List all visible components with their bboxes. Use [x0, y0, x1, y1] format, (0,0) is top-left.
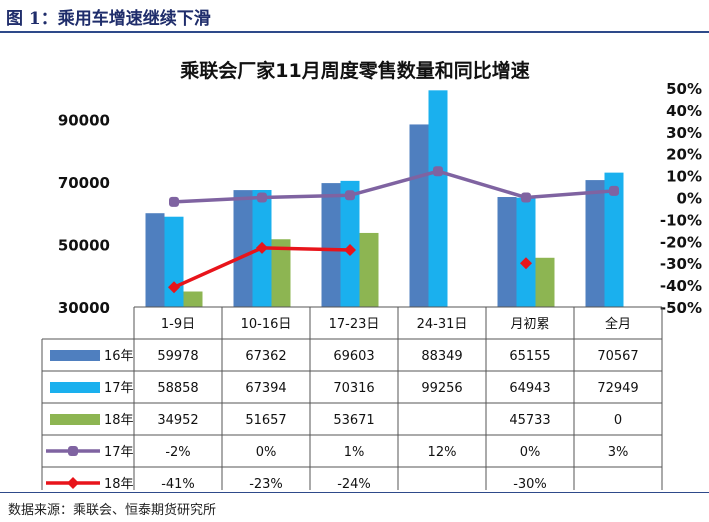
table-cell: 64943 [509, 381, 550, 396]
marker-18-1 [256, 241, 268, 254]
right-tick-label: 10% [666, 168, 702, 186]
table-cell: 51657 [245, 413, 286, 428]
legend-label: 18年 [104, 477, 134, 490]
right-axis-ticks: 50% 40% 30% 20% 10% 0% -10% -20% -30% -40% -50% [660, 80, 702, 317]
table-cell: 88349 [421, 349, 462, 364]
bar-16-4 [497, 197, 517, 307]
right-tick-label: -50% [660, 299, 702, 317]
bar-16-0 [145, 213, 165, 307]
bar-16-1 [233, 190, 253, 307]
top-rule [0, 31, 709, 33]
bar-17-0 [164, 216, 184, 307]
bar-17-3 [428, 90, 448, 307]
table-cell: 53671 [333, 413, 374, 428]
legend-key-bar [50, 382, 100, 393]
legend-key-bar [50, 414, 100, 425]
marker-18-0 [168, 281, 180, 294]
lines [168, 166, 619, 294]
table-cell: 70316 [333, 381, 374, 396]
table-cell: 0% [256, 445, 277, 460]
right-tick-label: 0% [677, 190, 702, 208]
left-tick-label: 50000 [58, 236, 110, 254]
bar-17-4 [516, 197, 536, 307]
left-tick-label: 30000 [58, 299, 110, 317]
bar-18-2 [359, 232, 379, 307]
table-cell: 58858 [157, 381, 198, 396]
right-tick-label: -20% [660, 233, 702, 251]
marker-17-1 [257, 192, 267, 203]
category-label: 全月 [605, 316, 631, 332]
bar-18-1 [271, 239, 291, 307]
marker-17-2 [345, 190, 355, 201]
right-tick-label: 50% [666, 80, 702, 98]
right-tick-label: 30% [666, 124, 702, 142]
legend-label: 18年 [104, 413, 134, 428]
table-cell: -24% [337, 477, 371, 490]
legend-key-marker [68, 446, 78, 456]
category-label: 1-9日 [161, 317, 195, 332]
category-label: 10-16日 [241, 317, 292, 332]
bar-18-0 [183, 291, 203, 307]
bar-18-4 [535, 257, 555, 307]
right-tick-label: -40% [660, 277, 702, 295]
table-cell: 12% [428, 445, 457, 460]
table-cell: 0 [614, 413, 622, 428]
table-cell: 72949 [597, 381, 638, 396]
table-cell: -2% [165, 445, 190, 460]
bar-17-5 [604, 172, 624, 307]
table-cell: 45733 [509, 413, 550, 428]
marker-17-0 [169, 196, 179, 207]
right-tick-label: -10% [660, 211, 702, 229]
table-cell: 70567 [597, 349, 638, 364]
bar-16-3 [409, 124, 429, 307]
table-cell: -41% [161, 477, 195, 490]
data-table: 1-9日 10-16日 17-23日 24-31日 月初累 全月 16年 59978 67362… [41, 306, 663, 490]
right-tick-label: -30% [660, 255, 702, 273]
table-cell: -30% [513, 477, 547, 490]
left-tick-label: 90000 [58, 111, 110, 129]
table-cell: 1% [344, 445, 365, 460]
right-tick-label: 40% [666, 102, 702, 120]
table-cell: 69603 [333, 349, 374, 364]
table-cell: 67362 [245, 349, 286, 364]
marker-17-4 [521, 192, 531, 203]
legend-key-marker [67, 477, 79, 489]
legend-label: 17年 [104, 445, 134, 460]
right-tick-label: 20% [666, 146, 702, 164]
table-cell: 3% [608, 445, 629, 460]
legend-label: 17年 [104, 381, 134, 396]
left-tick-label: 70000 [58, 174, 110, 192]
bar-16-5 [585, 180, 605, 307]
category-label: 24-31日 [417, 317, 468, 332]
left-axis-ticks: 90000 70000 50000 30000 [58, 111, 110, 317]
table-cell: 65155 [509, 349, 550, 364]
bar-17-2 [340, 180, 360, 307]
table-cell: 67394 [245, 381, 286, 396]
table-cell: 34952 [157, 413, 198, 428]
chart-title: 乘联会厂家11月周度零售数量和同比增速 [179, 59, 529, 82]
table-cell: -23% [249, 477, 283, 490]
table-cell: 99256 [421, 381, 462, 396]
marker-18-2 [344, 244, 356, 257]
category-label: 17-23日 [329, 317, 380, 332]
legend-label: 16年 [104, 349, 134, 364]
bar-16-2 [321, 183, 341, 307]
category-label: 月初累 [510, 317, 549, 332]
bottom-rule [0, 492, 709, 493]
legend-key-bar [50, 350, 100, 361]
table-cell: 59978 [157, 349, 198, 364]
marker-17-5 [609, 185, 619, 196]
source-note: 数据来源：乘联会、恒泰期货研究所 [8, 503, 217, 518]
chart: 乘联会厂家11月周度零售数量和同比增速 90000 70000 50000 30000… [41, 59, 702, 490]
marker-17-3 [433, 166, 443, 177]
figure-title: 图 1：乘用车增速继续下滑 [6, 9, 211, 29]
line-series-0 [173, 169, 615, 204]
table-cell: 0% [520, 445, 541, 460]
marker-18-4 [520, 257, 532, 270]
